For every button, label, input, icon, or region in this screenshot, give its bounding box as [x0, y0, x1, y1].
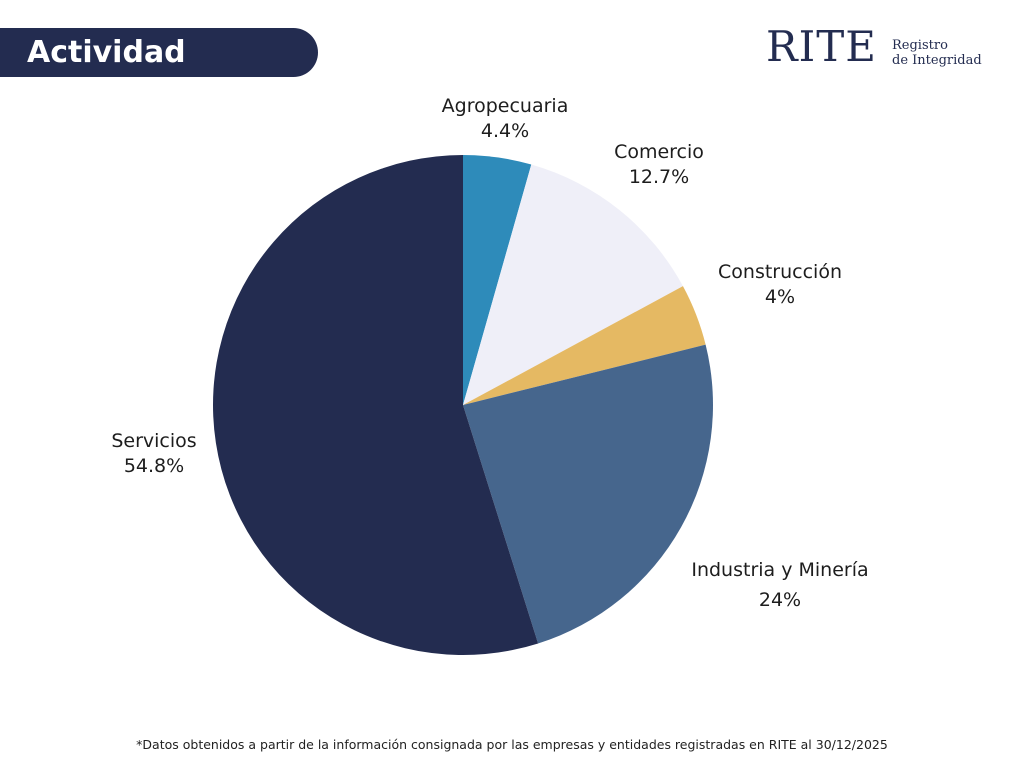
pie-slice-agropecuaria	[463, 155, 532, 405]
pie-slice-construcci-n	[463, 286, 706, 405]
label-industria: Industria y Minería 24%	[691, 559, 869, 611]
label-comercio: Comercio 12.7%	[614, 141, 704, 188]
pie-slice-industria-y-miner-a	[463, 344, 713, 644]
footnote: *Datos obtenidos a partir de la informac…	[136, 737, 888, 752]
logo-line1: Registro	[892, 38, 948, 53]
pie-slice-servicios	[212, 155, 539, 655]
title-banner: Actividad	[0, 28, 318, 77]
pie-slice-comercio	[463, 164, 683, 405]
logo-wordmark: RITE	[766, 22, 877, 71]
label-construccion: Construcción 4%	[718, 261, 842, 308]
page-title: Actividad	[27, 35, 186, 70]
label-agropecuaria: Agropecuaria 4.4%	[441, 95, 569, 142]
logo-line2: de Integridad	[892, 53, 982, 68]
label-servicios: Servicios 54.8%	[111, 430, 197, 477]
